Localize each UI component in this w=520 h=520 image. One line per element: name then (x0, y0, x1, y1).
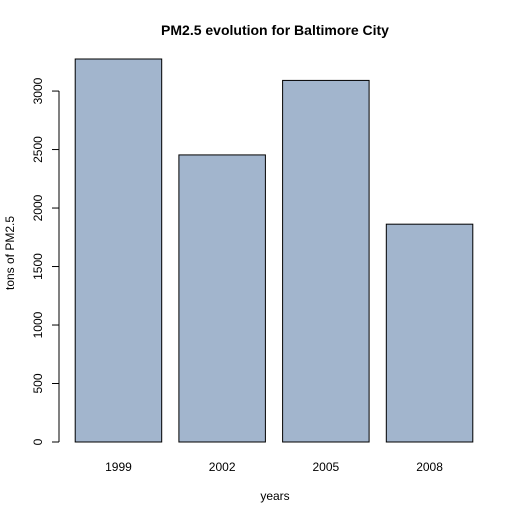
x-axis-tick-labels: 1999 2002 2005 2008 (105, 460, 443, 474)
chart-title: PM2.5 evolution for Baltimore City (161, 22, 389, 38)
x-tick-label-1999: 1999 (105, 460, 132, 474)
y-axis: 0 500 1000 1500 2000 2500 3000 (31, 77, 60, 445)
y-axis-label: tons of PM2.5 (3, 216, 17, 290)
y-tick-label-0: 0 (31, 438, 45, 445)
x-tick-label-2002: 2002 (209, 460, 236, 474)
x-axis-label: years (260, 489, 289, 503)
y-tick-label-1000: 1000 (31, 311, 45, 338)
bar-2002 (178, 154, 266, 443)
y-tick-label-3000: 3000 (31, 77, 45, 104)
y-tick-label-1500: 1500 (31, 253, 45, 280)
y-tick-label-500: 500 (31, 373, 45, 393)
bar-2005 (282, 79, 370, 443)
y-tick-label-2500: 2500 (31, 136, 45, 163)
x-tick-label-2008: 2008 (416, 460, 443, 474)
bar-2008 (385, 223, 474, 443)
x-tick-label-2005: 2005 (312, 460, 339, 474)
y-tick-label-2000: 2000 (31, 194, 45, 221)
bar-1999 (74, 58, 163, 443)
bars-group (74, 58, 474, 443)
